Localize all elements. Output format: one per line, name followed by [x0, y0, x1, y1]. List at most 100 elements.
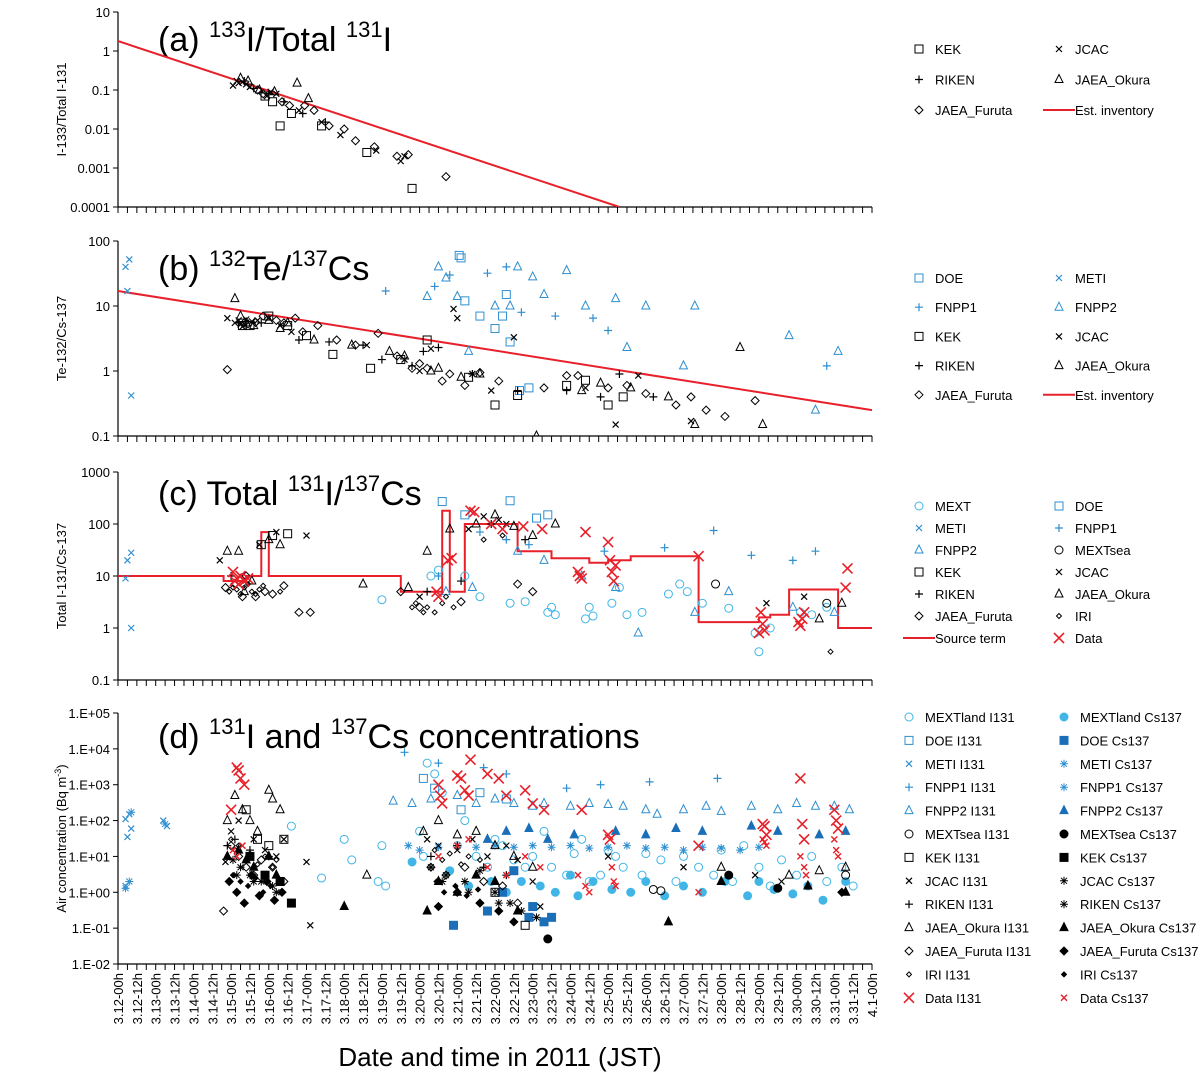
data-point [607, 598, 617, 608]
data-point [127, 392, 135, 399]
y-axis-label: I-133/Total I-131 [54, 63, 69, 157]
data-point [501, 290, 511, 300]
data-point [362, 869, 372, 879]
data-point [822, 361, 831, 370]
data-point [471, 517, 481, 528]
x-tick-label: 3.26-00h [639, 973, 654, 1024]
x-tick-label: 3.25-12h [620, 973, 635, 1024]
data-point [588, 876, 598, 886]
y-tick-label: 10 [96, 299, 110, 314]
x-tick-label: 3.21-00h [450, 973, 465, 1024]
data-point [284, 100, 295, 111]
data-point [282, 316, 293, 327]
data-point [465, 525, 473, 533]
data-point [125, 256, 133, 263]
legend-marker [1054, 73, 1064, 83]
legend-marker [904, 852, 914, 862]
data-point [407, 857, 417, 867]
x-tick-label: 3.21-12h [469, 973, 484, 1024]
data-point [471, 869, 481, 879]
data-point [580, 299, 591, 310]
series-METI [122, 256, 135, 399]
legend-label: FNPP2 Cs137 [1080, 804, 1163, 819]
legend-label: Est. inventory [1075, 388, 1154, 403]
est-inventory-line [118, 290, 873, 412]
legend-label: JAEA_Okura Cs137 [1080, 921, 1196, 936]
data-point [468, 506, 480, 518]
data-point [222, 858, 229, 866]
legend-marker [1060, 971, 1068, 978]
data-point [254, 891, 265, 901]
data-point [228, 855, 237, 864]
legend-marker [914, 543, 924, 554]
data-point [509, 520, 519, 530]
series-JAEA_Okura [230, 292, 768, 436]
data-point [271, 869, 282, 879]
data-point [450, 305, 457, 313]
data-point [589, 314, 598, 323]
series-JAEA_Okura [222, 508, 847, 623]
legend-label: METI [1075, 271, 1106, 286]
legend-label: FNPP1 [1075, 521, 1117, 536]
data-point [717, 844, 726, 853]
legend-label: METI [935, 521, 966, 536]
series-RIKEN Cs137 [232, 871, 503, 908]
legend-label: Source term [935, 631, 1006, 646]
legend-marker [1059, 829, 1069, 839]
data-point [611, 851, 621, 861]
data-point [377, 841, 387, 851]
data-point [121, 884, 130, 893]
data-point [505, 299, 515, 310]
data-point [422, 290, 432, 301]
x-tick-label: 3.20-12h [431, 973, 446, 1024]
data-point [471, 825, 481, 835]
legend-marker [1055, 274, 1063, 282]
data-point [512, 904, 523, 915]
data-point [622, 610, 632, 620]
data-point [520, 920, 530, 930]
data-point [408, 361, 417, 370]
data-point [502, 871, 510, 879]
data-point [358, 577, 368, 588]
data-point [373, 328, 383, 339]
data-point [465, 835, 473, 843]
data-point [418, 773, 428, 783]
data-point [229, 871, 237, 879]
y-tick-label: 0.01 [85, 122, 110, 137]
data-point [302, 331, 311, 341]
data-point [693, 550, 705, 562]
data-point [497, 881, 508, 891]
data-point [122, 815, 129, 823]
data-point [433, 814, 444, 825]
data-point [460, 571, 470, 581]
panel-title: (d) 131I and 137Cs concentrations [158, 714, 640, 756]
data-point [528, 851, 538, 861]
data-point [807, 610, 817, 620]
data-point [309, 333, 319, 344]
legend-marker [914, 501, 924, 511]
data-point [321, 118, 330, 127]
legend-label: FNPP2 [1075, 300, 1117, 315]
data-point [822, 598, 832, 608]
legend-marker [905, 900, 913, 909]
data-point [656, 855, 666, 865]
data-point [227, 827, 235, 835]
data-point [840, 581, 852, 594]
data-point [268, 97, 278, 107]
x-tick-label: 3.17-12h [318, 973, 333, 1024]
data-point [232, 871, 241, 880]
data-point [543, 510, 553, 520]
data-point [475, 788, 485, 798]
data-point [464, 505, 477, 517]
data-point [262, 876, 272, 887]
legend-label: JAEA_Furuta Cs137 [1080, 944, 1199, 959]
data-point [794, 620, 806, 632]
data-point [337, 131, 344, 139]
legend-marker [914, 567, 924, 577]
data-point [499, 532, 506, 539]
series-JAEA_Furuta [222, 311, 760, 422]
data-point [422, 904, 432, 915]
data-point [226, 840, 236, 851]
data-point [444, 522, 455, 533]
legend-label: JAEA_Furuta [935, 609, 1013, 624]
